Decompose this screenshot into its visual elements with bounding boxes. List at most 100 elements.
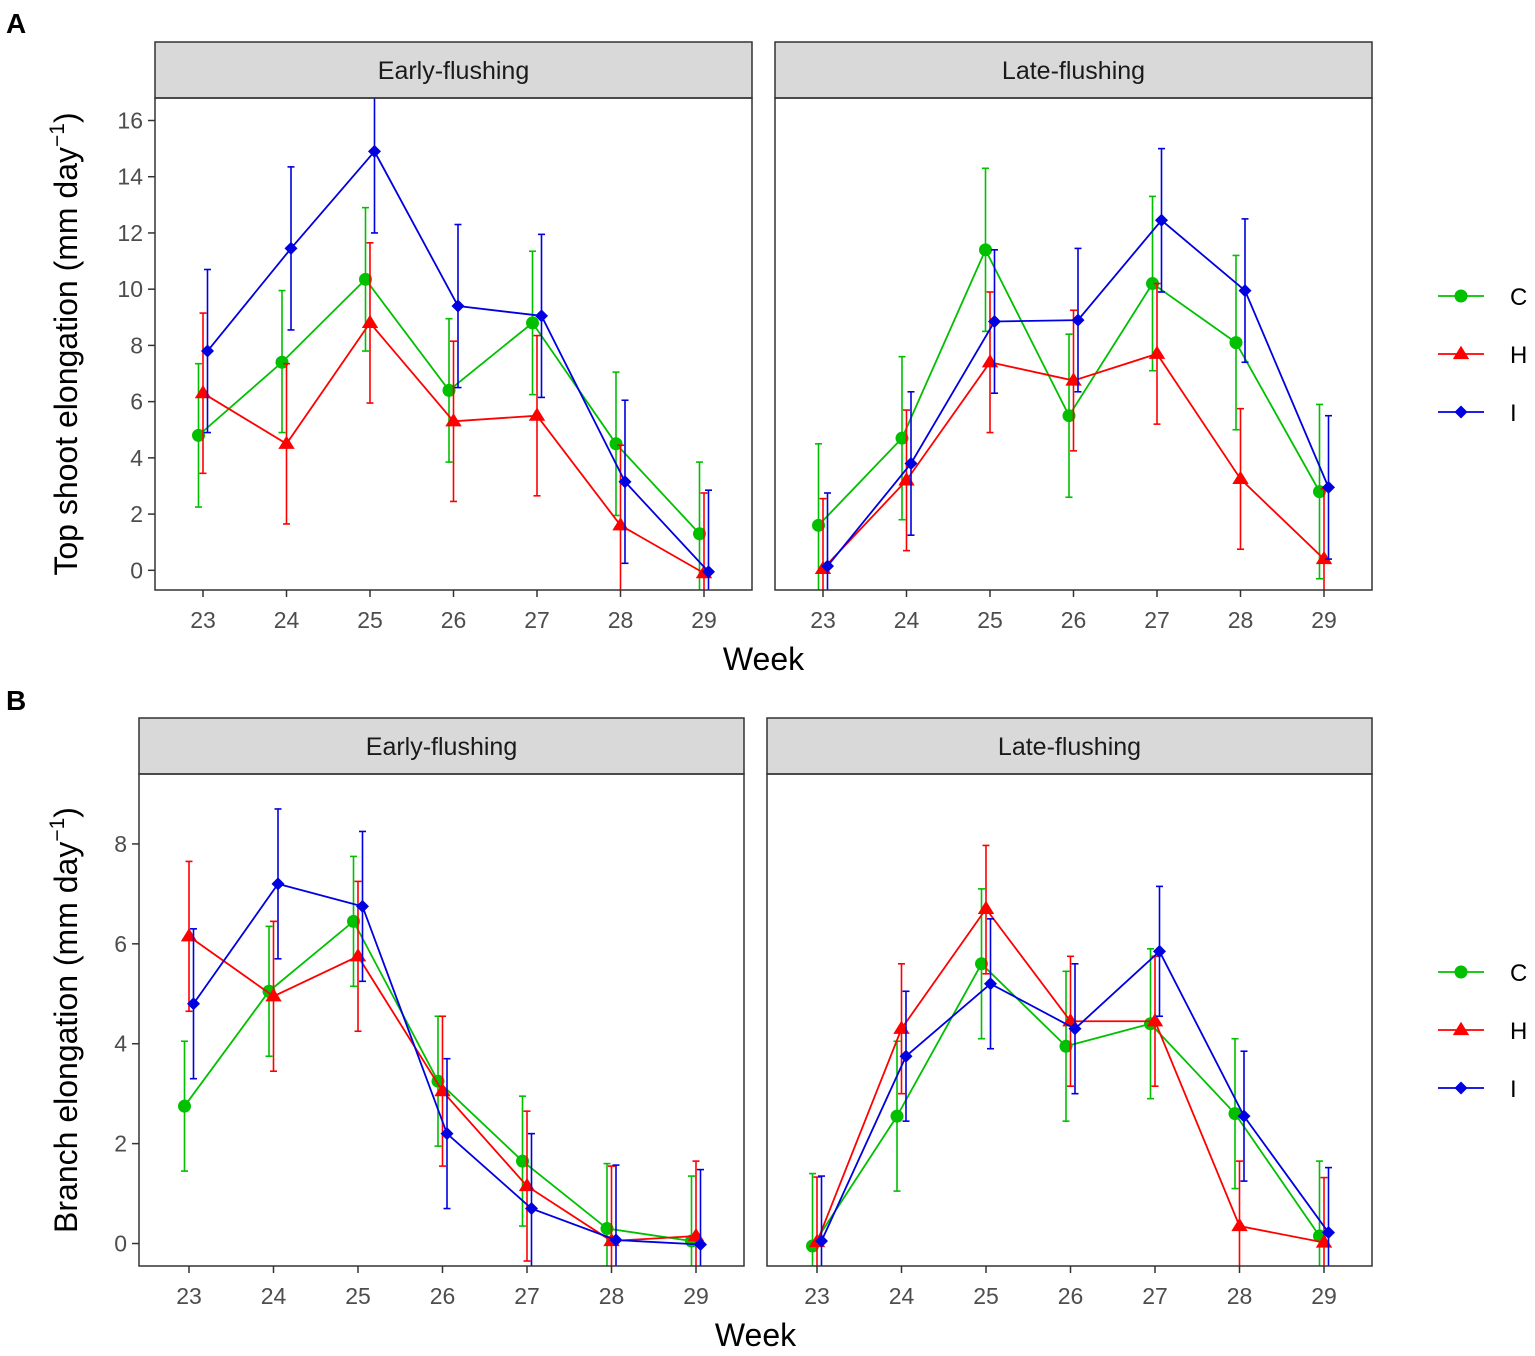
data-point — [1232, 470, 1249, 485]
data-point — [600, 1222, 614, 1236]
data-point — [349, 948, 367, 962]
x-tick-label: 29 — [683, 1283, 709, 1309]
y-tick-label: 0 — [114, 1231, 127, 1257]
data-point — [192, 428, 205, 442]
x-tick-label: 29 — [1311, 1283, 1337, 1309]
data-point — [271, 877, 285, 891]
panel-label: B — [6, 685, 26, 716]
data-point — [445, 413, 462, 427]
y-axis-title: Branch elongation (mm day−1) — [46, 807, 84, 1233]
facet-strip-title: Early-flushing — [378, 57, 529, 85]
x-tick-label: 28 — [608, 607, 634, 633]
y-tick-label: 6 — [130, 389, 143, 415]
data-point — [694, 1238, 707, 1252]
data-point — [979, 243, 992, 257]
data-point — [812, 518, 825, 532]
data-point — [359, 272, 372, 286]
plot-area — [806, 844, 1335, 1266]
data-point — [440, 1127, 454, 1141]
y-tick-label: 2 — [114, 1131, 127, 1157]
y-tick-label: 8 — [130, 332, 143, 358]
series-C — [812, 167, 1326, 590]
x-tick-label: 24 — [261, 1283, 287, 1309]
data-point — [702, 565, 715, 579]
facet-late-flushing: Late-flushing 23 24 25 26 27 28 29 — [774, 41, 1373, 633]
data-point — [368, 144, 381, 158]
legend-marker — [1454, 405, 1468, 419]
data-point — [693, 527, 706, 541]
plot-area — [178, 808, 707, 1266]
x-tick-label: 23 — [804, 1283, 830, 1309]
series-I — [201, 98, 715, 590]
data-point — [893, 1020, 910, 1034]
data-point — [981, 354, 999, 368]
y-tick-label: 14 — [117, 164, 143, 190]
data-point — [1322, 1226, 1335, 1240]
legend-label: C — [1510, 284, 1527, 311]
data-point — [535, 309, 548, 323]
series-C — [178, 855, 698, 1266]
legend-item-H: H — [1438, 1018, 1527, 1045]
data-point — [815, 1234, 828, 1248]
x-tick-label: 26 — [1061, 607, 1087, 633]
x-tick-label: 28 — [1227, 1283, 1253, 1309]
data-point — [451, 299, 465, 313]
data-point — [904, 456, 918, 470]
x-axis-title: Week — [723, 641, 805, 677]
data-point — [526, 316, 539, 330]
legend-label: H — [1510, 1018, 1527, 1045]
data-point — [194, 385, 212, 399]
x-axis-title: Week — [715, 1317, 797, 1353]
data-point — [178, 1099, 191, 1113]
legend-item-I: I — [1438, 1076, 1517, 1103]
x-tick-label: 24 — [274, 607, 300, 633]
data-point — [821, 559, 834, 573]
legend: C H I — [1438, 284, 1527, 427]
series-H — [180, 860, 705, 1266]
series-H — [814, 282, 1333, 590]
data-point — [618, 475, 632, 489]
legend-marker — [1452, 345, 1470, 360]
y-tick-label: 4 — [130, 445, 143, 471]
data-point — [895, 431, 909, 445]
data-point — [1315, 550, 1333, 565]
data-point — [356, 899, 369, 913]
legend-label: C — [1510, 960, 1527, 987]
legend-label: I — [1510, 400, 1517, 427]
data-point — [1322, 480, 1335, 494]
x-tick-label: 28 — [1228, 607, 1254, 633]
facet-strip-title: Early-flushing — [366, 733, 517, 761]
x-tick-label: 29 — [1311, 607, 1337, 633]
data-point — [984, 977, 997, 991]
x-tick-label: 25 — [973, 1283, 999, 1309]
plot-area — [812, 147, 1335, 590]
y-axis-title-sup: −1 — [46, 123, 69, 147]
y-tick-label: 2 — [130, 501, 143, 527]
panel-label: A — [6, 8, 26, 39]
x-tick-label: 25 — [977, 607, 1003, 633]
x-tick-label: 24 — [889, 1283, 915, 1309]
data-point — [977, 900, 995, 914]
plot-area — [192, 98, 715, 590]
data-point — [361, 314, 379, 328]
x-tick-label: 23 — [810, 607, 836, 633]
x-tick-label: 24 — [894, 607, 920, 633]
facet-late-flushing: Late-flushing 23 24 25 26 27 28 29 — [766, 717, 1373, 1309]
x-tick-label: 25 — [357, 607, 383, 633]
data-point — [347, 914, 360, 928]
series-H — [194, 241, 713, 590]
x-tick-label: 27 — [514, 1283, 540, 1309]
y-tick-label: 10 — [117, 276, 143, 302]
facet-strip — [138, 717, 745, 775]
data-point — [609, 437, 623, 451]
data-point — [899, 1049, 913, 1063]
facet-strip — [154, 41, 753, 99]
data-point — [1071, 313, 1085, 327]
data-point — [609, 1233, 623, 1247]
legend-marker — [1452, 1021, 1470, 1036]
data-point — [898, 472, 915, 486]
